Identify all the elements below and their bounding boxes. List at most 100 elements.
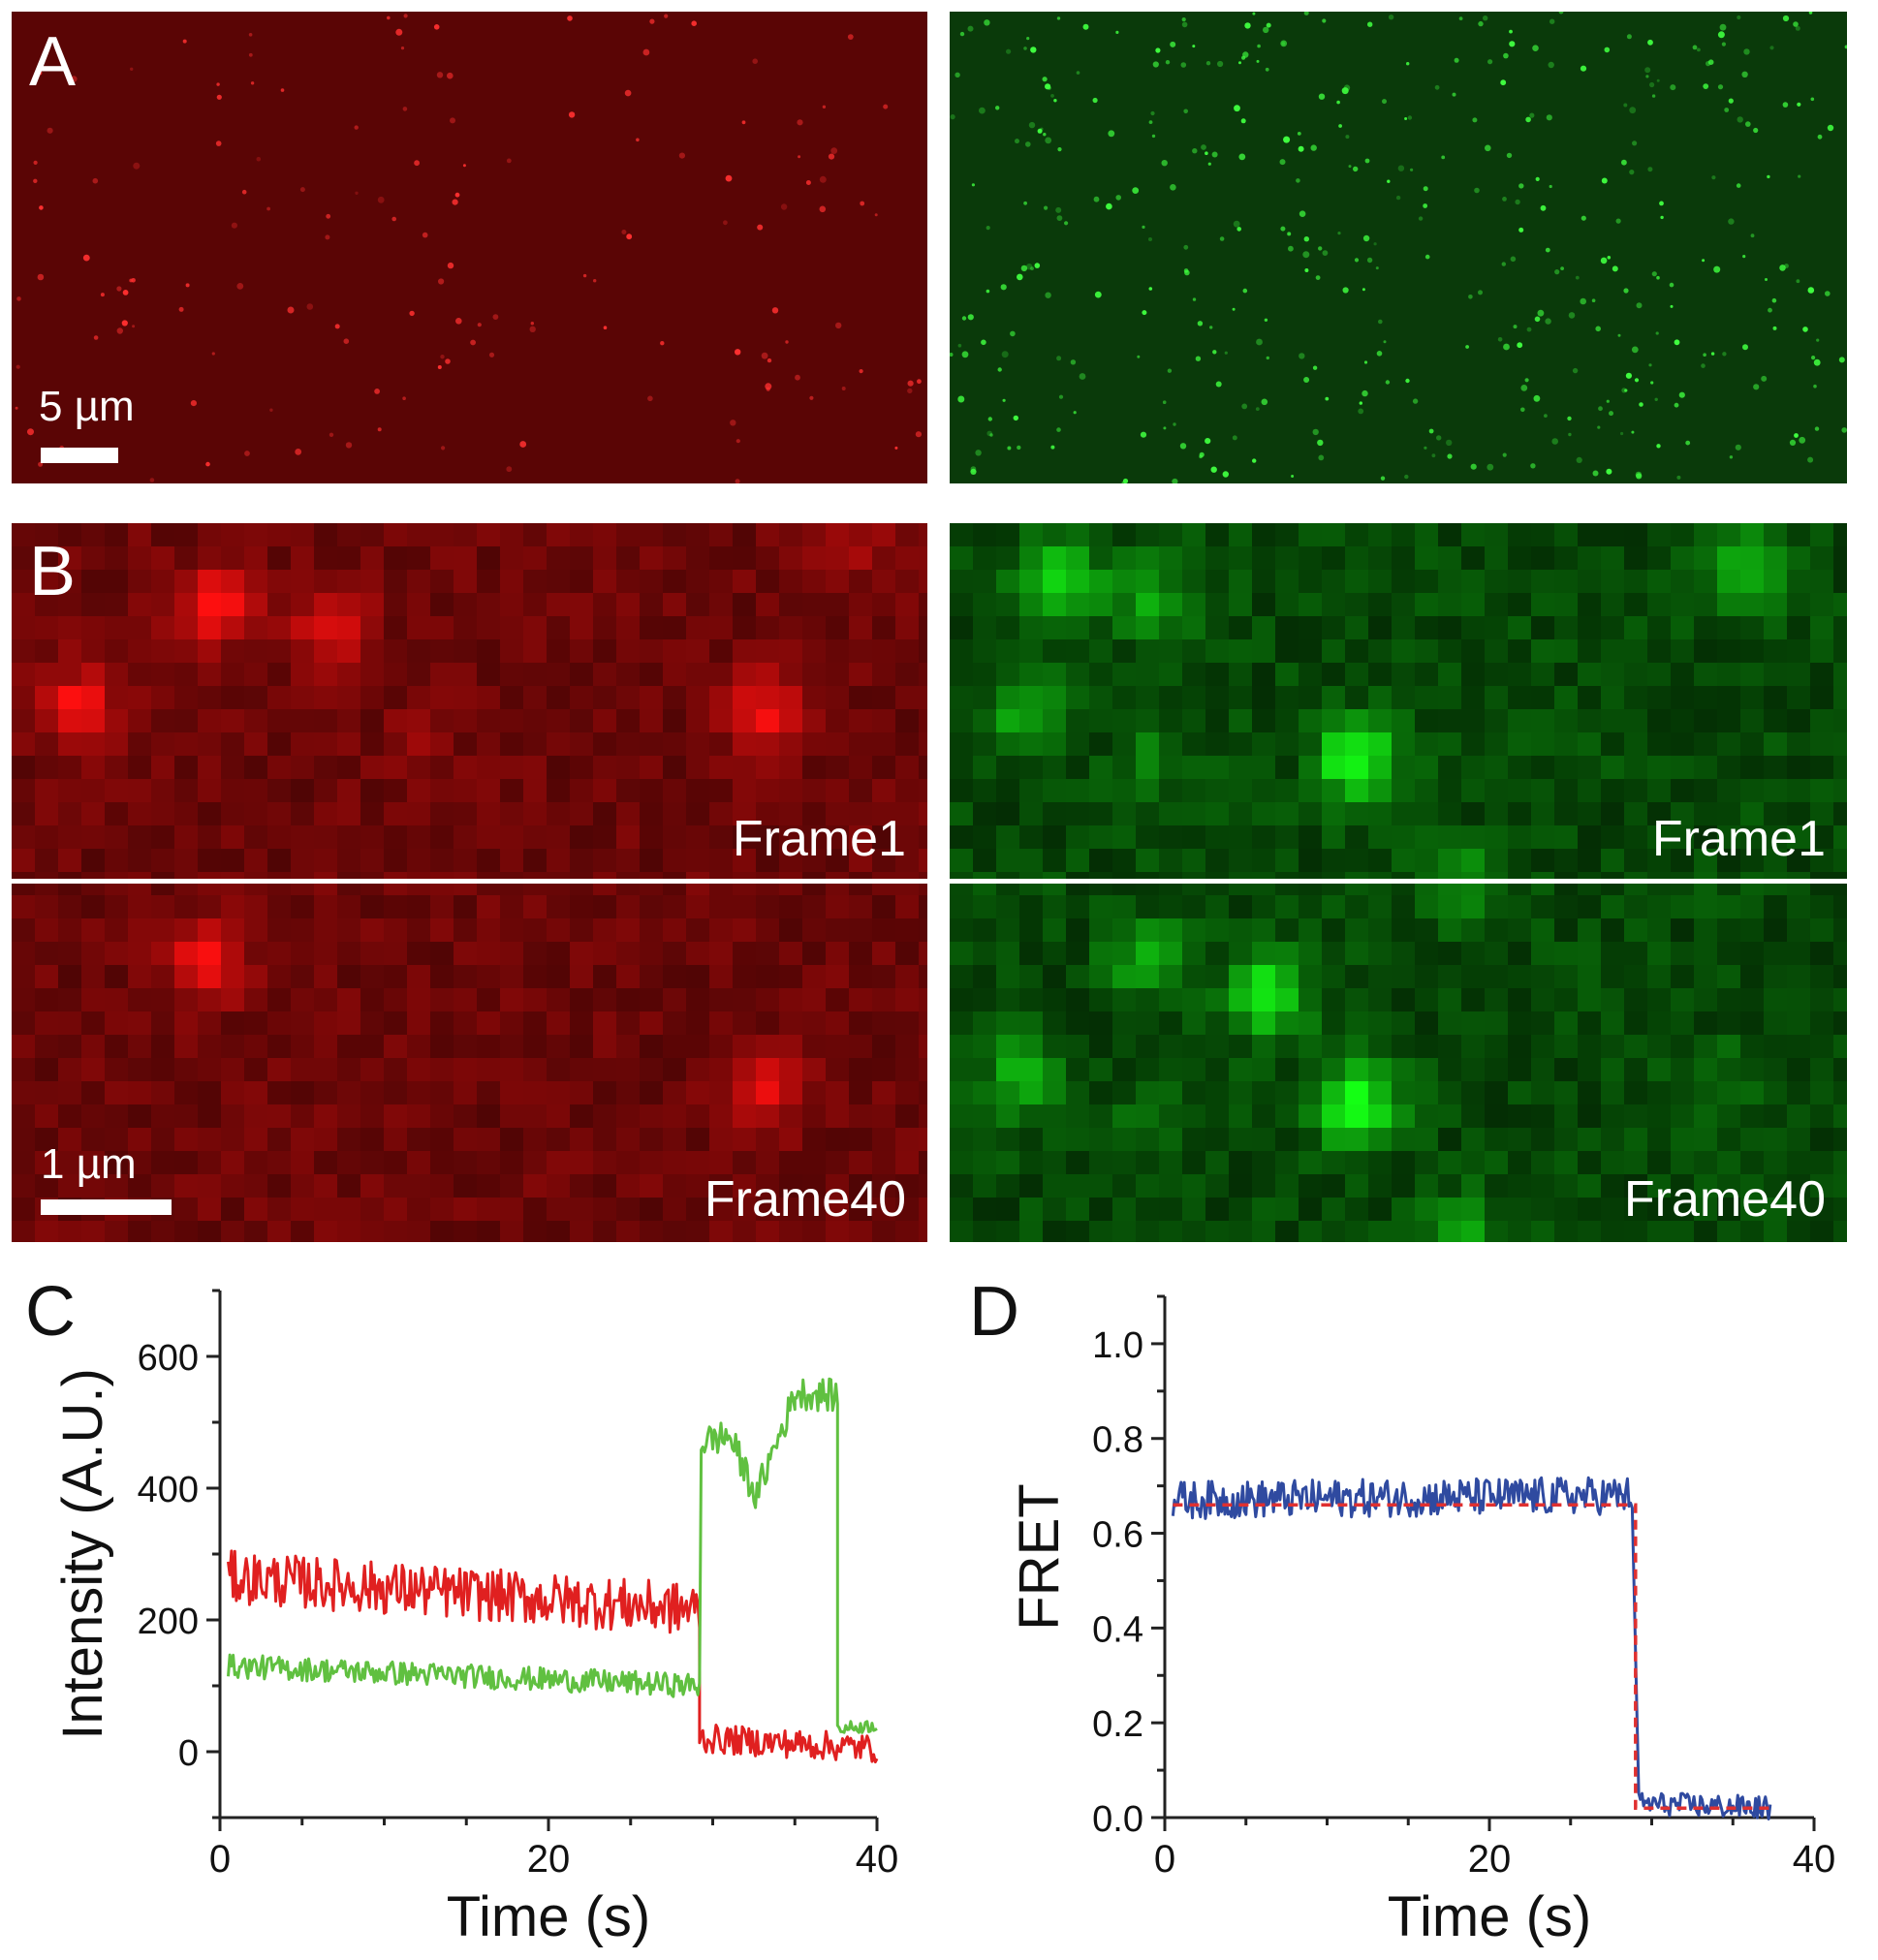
spot [691, 20, 697, 26]
spot [1502, 452, 1507, 457]
spot [1028, 121, 1036, 129]
spot [402, 396, 406, 401]
spot [1312, 428, 1319, 436]
spot [1013, 415, 1018, 421]
spot [1779, 264, 1786, 271]
spot [1743, 48, 1750, 55]
spot [642, 48, 650, 56]
spot [1797, 102, 1801, 107]
spot [1395, 195, 1401, 201]
spot [422, 232, 428, 238]
spot [1291, 475, 1295, 478]
spot [621, 230, 627, 234]
spot [1257, 44, 1261, 48]
spot [822, 105, 827, 109]
spot [997, 367, 1002, 372]
spot [1580, 297, 1586, 305]
spot [1692, 45, 1698, 50]
spot [1452, 92, 1456, 97]
spot [795, 374, 800, 381]
spot [678, 152, 686, 159]
spot [1568, 312, 1576, 319]
panel-b-green-zoom: Frame1 Frame40 [950, 523, 1847, 1242]
spot [1721, 42, 1726, 47]
spot [1025, 141, 1031, 147]
x-tick-label: 0 [1154, 1838, 1175, 1881]
spot [1322, 250, 1329, 256]
spot [1765, 278, 1768, 281]
spot [1729, 455, 1734, 459]
y-tick-label: 0.8 [1092, 1420, 1143, 1461]
spot [1703, 353, 1706, 358]
spot [1362, 234, 1370, 242]
spot [1387, 179, 1391, 183]
spot [1607, 256, 1612, 260]
spot [1023, 201, 1027, 205]
spot [1256, 338, 1263, 346]
spot [1338, 124, 1342, 128]
y-tick-label: 0.4 [1092, 1609, 1143, 1650]
spot [33, 178, 38, 183]
spot [16, 364, 20, 369]
spot [1702, 259, 1706, 263]
y-tick-label: 600 [138, 1338, 199, 1379]
spot [1042, 77, 1048, 82]
spot [1825, 291, 1831, 296]
spot [477, 323, 482, 327]
spot [1424, 446, 1427, 450]
spot [647, 395, 653, 402]
spot [266, 206, 270, 211]
spot [1380, 476, 1386, 481]
spot [1283, 136, 1291, 143]
spot [377, 427, 382, 432]
spot [178, 306, 184, 312]
spot [447, 262, 454, 269]
y-tick-label: 1.0 [1092, 1325, 1143, 1366]
spot [1318, 454, 1325, 461]
spot [185, 283, 190, 288]
spot [1660, 215, 1664, 220]
spot [325, 234, 330, 240]
spot [1436, 435, 1442, 441]
spot [244, 451, 250, 456]
spot [37, 273, 45, 281]
spot [989, 433, 993, 437]
series-line [227, 1549, 879, 1764]
spot [1345, 135, 1350, 140]
spot [1302, 251, 1310, 259]
spot [1212, 350, 1217, 355]
spot [130, 67, 134, 71]
spot [859, 369, 863, 374]
spot [1651, 94, 1656, 98]
spot [1322, 18, 1327, 23]
spot [1580, 65, 1587, 72]
spot [1784, 264, 1789, 268]
spot [1317, 439, 1324, 447]
spot [1558, 12, 1564, 15]
spot [1838, 357, 1845, 363]
spot [1210, 466, 1217, 473]
spot [1799, 436, 1806, 444]
spot [1030, 47, 1037, 53]
spot [1629, 170, 1635, 175]
spot [959, 31, 965, 37]
panel-letter-b: B [29, 533, 77, 610]
green-zoom-pixels [950, 523, 1847, 1242]
spot [1768, 307, 1772, 313]
spot [950, 114, 955, 120]
spot [1161, 160, 1168, 167]
spot [1353, 166, 1359, 172]
spot [752, 58, 758, 64]
spot [1526, 327, 1532, 332]
spot [1621, 159, 1627, 166]
spot [1446, 439, 1453, 447]
spot [1500, 79, 1507, 86]
spot [1354, 258, 1360, 263]
spot [1454, 57, 1459, 63]
spot [1655, 331, 1659, 335]
spot [1418, 216, 1424, 221]
spot [1181, 21, 1188, 28]
spot [462, 164, 466, 168]
spot [1192, 297, 1197, 301]
spot [1487, 59, 1493, 65]
